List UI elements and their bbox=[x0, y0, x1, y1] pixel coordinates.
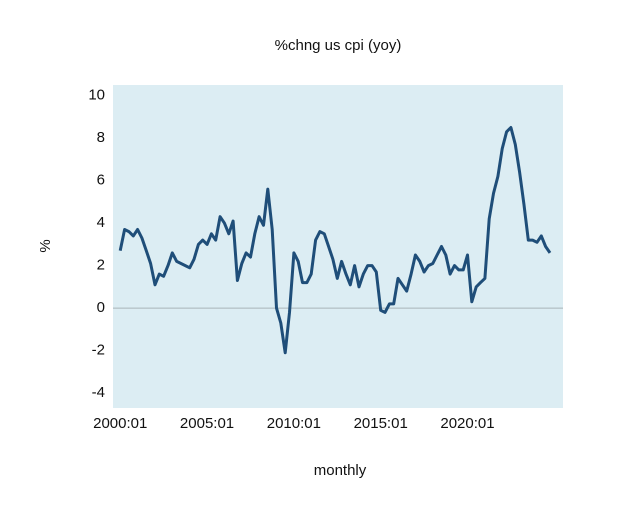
x-tick-label: 2010:01 bbox=[267, 415, 321, 432]
x-tick-label: 2005:01 bbox=[180, 415, 234, 432]
chart-title: %chng us cpi (yoy) bbox=[275, 37, 402, 54]
x-tick-label: 2020:01 bbox=[440, 415, 494, 432]
x-tick-label: 2015:01 bbox=[354, 415, 408, 432]
x-tick-label: 2000:01 bbox=[93, 415, 147, 432]
y-tick-label: 8 bbox=[97, 129, 105, 146]
y-tick-label: -4 bbox=[92, 384, 105, 401]
y-axis-label: % bbox=[37, 239, 54, 252]
y-tick-label: 2 bbox=[97, 257, 105, 274]
plot-area bbox=[113, 85, 563, 408]
line bbox=[118, 126, 552, 355]
x-axis-label: monthly bbox=[314, 462, 367, 479]
y-tick-label: 10 bbox=[88, 87, 105, 104]
y-tick-label: 6 bbox=[97, 172, 105, 189]
y-tick-label: 0 bbox=[97, 299, 105, 316]
y-tick-label: 4 bbox=[97, 214, 105, 231]
y-tick-label: -2 bbox=[92, 342, 105, 359]
